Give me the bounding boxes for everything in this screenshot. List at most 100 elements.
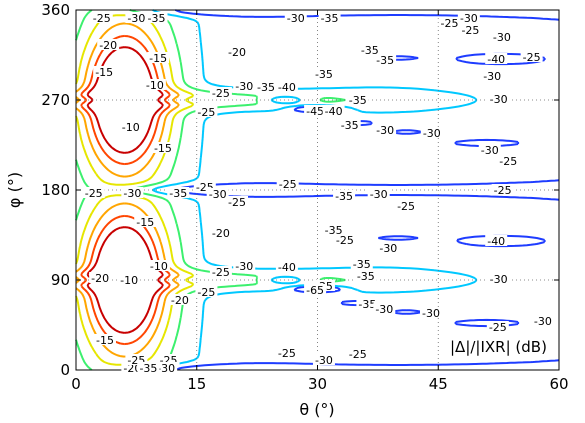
contour-label-bg [134, 216, 157, 227]
contour-label-bg [151, 142, 174, 153]
contour-label: -35 [361, 44, 379, 57]
contour-label: -15 [96, 334, 114, 347]
contour-label-bg [275, 261, 298, 272]
contour-label-bg [312, 354, 335, 365]
contour-label-bg [226, 196, 248, 207]
contour-label: -40 [278, 261, 296, 274]
contour-label: -25 [197, 106, 215, 119]
contour-label-bg [193, 181, 216, 192]
contour-label-bg [121, 187, 144, 198]
contour-label: -10 [120, 274, 138, 287]
contour-label-bg [322, 224, 345, 235]
contour-label-bg [121, 362, 144, 373]
contour-label-bg [346, 94, 369, 105]
contour-label: -30 [481, 144, 499, 157]
contour-label-bg [377, 242, 400, 253]
contour-label-bg [491, 184, 514, 195]
contour-label-bg [275, 347, 298, 358]
contour-label-bg [367, 188, 390, 199]
contour-label: -40 [487, 235, 505, 248]
contour-label-bg [125, 354, 148, 365]
x-tick-label: 15 [187, 375, 206, 393]
contour-label: -65 [306, 284, 324, 297]
contour-label-bg [420, 127, 443, 138]
contour-label-bg [195, 106, 218, 117]
contour-label-bg [125, 12, 148, 23]
contour-label: -35 [357, 270, 375, 283]
contour-label-bg [478, 144, 501, 155]
axis-ticks: 0 15 30 45 60 0 90 180 270 360 [41, 1, 568, 393]
contour-label-bg [226, 46, 248, 57]
contour-label-bg [481, 70, 504, 81]
contour-label-bg [459, 24, 482, 35]
contour-level-20 [75, 22, 180, 358]
contour-label-bg [167, 187, 190, 198]
contour-label-bg [356, 298, 379, 309]
contour-label: -20 [212, 227, 230, 240]
contour-label-bg [276, 178, 299, 189]
contour-label: -10 [150, 260, 168, 273]
contour-label: -35 [353, 258, 371, 271]
contour-label: -25 [349, 348, 367, 361]
contour-label: -30 [209, 188, 227, 201]
contour-label: -10 [146, 79, 164, 92]
contour-label: -25 [494, 184, 512, 197]
contour-label: -30 [375, 303, 393, 316]
x-tick-label: 0 [71, 375, 81, 393]
contour-lines [75, 9, 560, 371]
contour-label-bg [438, 17, 461, 28]
contour-label: -30 [423, 127, 441, 140]
contour-label: -30 [315, 354, 333, 367]
contour-label: -30 [483, 70, 501, 83]
contour-label: -15 [149, 52, 167, 65]
contour-label-bg [206, 188, 229, 199]
contour-label: -15 [154, 142, 172, 155]
contour-label: -25 [523, 51, 541, 64]
contour-label-bg [155, 362, 178, 373]
contour-label: -25 [278, 347, 296, 360]
contour-label-bg [233, 260, 256, 271]
contour-label-bg [420, 307, 443, 318]
contour-label: -45 [306, 105, 324, 118]
contour-label: -25 [228, 196, 246, 209]
contour-label-bg [338, 119, 361, 130]
contour-label-bg [333, 234, 356, 245]
contour-label-bg [358, 44, 381, 55]
y-tick-label: 270 [41, 91, 70, 109]
y-axis-label: φ (°) [5, 172, 24, 208]
contour-label-bg [312, 68, 335, 79]
contour-label-bg [485, 53, 508, 64]
contour-label: -30 [534, 315, 552, 328]
y-tick-label: 360 [41, 1, 70, 19]
contour-label-bg [487, 273, 510, 284]
contour-label-bg [350, 258, 373, 269]
contour-label-bg [93, 66, 116, 77]
y-tick-label: 180 [41, 181, 70, 199]
contour-label-bg [490, 31, 513, 42]
contour-label-bg [333, 190, 356, 201]
contour-label-bg [168, 294, 191, 305]
contour-label-bg [485, 235, 508, 246]
contour-label: -30 [493, 31, 511, 44]
contour-label: -35 [335, 190, 353, 203]
contour-label: -35 [321, 12, 339, 25]
contour-label: -40 [278, 81, 296, 94]
contour-label: -25 [279, 178, 297, 191]
contour-label-bg [318, 12, 341, 23]
contour-label: -35 [358, 298, 376, 311]
contour-label: -30 [235, 80, 253, 93]
contour-label: -30 [490, 273, 508, 286]
contour-label-bg [90, 12, 113, 23]
contour-label: -35 [169, 187, 187, 200]
contour-label-bg [520, 51, 543, 62]
contour-label-bg [143, 79, 166, 90]
contour-label: -35 [257, 81, 275, 94]
contour-label: -40 [325, 105, 343, 118]
contour-label: -30 [376, 124, 394, 137]
contour-label: -25 [489, 321, 507, 334]
contour-label-bg [354, 270, 377, 281]
contour-label: -20 [171, 294, 189, 307]
contour-label-bg [209, 87, 232, 98]
contour-label: -30 [157, 362, 175, 375]
